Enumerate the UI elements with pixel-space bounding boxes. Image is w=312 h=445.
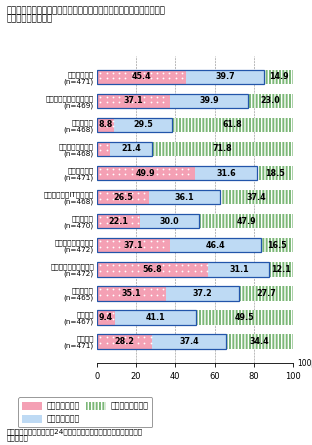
Bar bbox=[196, 310, 293, 325]
Text: 37.4: 37.4 bbox=[179, 337, 199, 346]
Text: 29.5: 29.5 bbox=[133, 121, 153, 129]
Text: 27.7: 27.7 bbox=[256, 289, 276, 298]
Text: 61.8: 61.8 bbox=[223, 121, 243, 129]
Bar bbox=[97, 286, 166, 300]
Bar bbox=[97, 69, 186, 84]
Text: 47.9: 47.9 bbox=[236, 217, 256, 226]
Text: 34.4: 34.4 bbox=[250, 337, 269, 346]
Bar bbox=[97, 190, 149, 204]
Text: 39.7: 39.7 bbox=[215, 72, 235, 81]
Bar bbox=[264, 69, 293, 84]
Text: 資料）経済産業省「平成24年度産業技術調査報告書」より国土交通: 資料）経済産業省「平成24年度産業技術調査報告書」より国土交通 bbox=[6, 429, 142, 435]
Bar bbox=[115, 310, 196, 325]
Bar bbox=[261, 238, 293, 252]
Bar bbox=[97, 214, 199, 228]
Bar bbox=[140, 214, 199, 228]
Bar bbox=[97, 118, 172, 132]
Bar bbox=[152, 334, 226, 349]
Bar bbox=[97, 214, 140, 228]
Text: 36.1: 36.1 bbox=[174, 193, 194, 202]
Bar bbox=[97, 310, 196, 325]
Text: 35.1: 35.1 bbox=[121, 289, 141, 298]
Bar bbox=[97, 334, 226, 349]
Bar bbox=[97, 262, 208, 276]
Text: 30.0: 30.0 bbox=[160, 217, 179, 226]
Bar bbox=[97, 238, 261, 252]
Bar bbox=[270, 262, 293, 276]
Text: 9.4: 9.4 bbox=[99, 313, 113, 322]
Bar bbox=[97, 334, 152, 349]
Bar bbox=[172, 118, 294, 132]
Text: とお考えでしょうか: とお考えでしょうか bbox=[6, 15, 52, 24]
Bar bbox=[170, 238, 261, 252]
Text: 45.4: 45.4 bbox=[132, 72, 151, 81]
Text: 14.9: 14.9 bbox=[269, 72, 289, 81]
Text: 省作成: 省作成 bbox=[6, 435, 28, 441]
Text: 37.4: 37.4 bbox=[247, 193, 266, 202]
Text: 37.1: 37.1 bbox=[123, 241, 143, 250]
Text: 37.2: 37.2 bbox=[193, 289, 212, 298]
Bar bbox=[226, 334, 293, 349]
Bar bbox=[110, 142, 152, 156]
Text: 56.8: 56.8 bbox=[143, 265, 163, 274]
Bar bbox=[149, 190, 220, 204]
Text: 21.4: 21.4 bbox=[121, 145, 141, 154]
Text: 12.1: 12.1 bbox=[271, 265, 291, 274]
Bar bbox=[195, 166, 257, 180]
Bar bbox=[97, 93, 248, 108]
Bar bbox=[257, 166, 293, 180]
Legend: 大きく貢献する, 多少は貢献する, さほど貢献しない: 大きく貢献する, 多少は貢献する, さほど貢献しない bbox=[18, 397, 152, 428]
Text: 31.1: 31.1 bbox=[229, 265, 249, 274]
Bar bbox=[97, 166, 257, 180]
Bar bbox=[199, 214, 293, 228]
Bar bbox=[166, 286, 239, 300]
Bar bbox=[97, 238, 170, 252]
Text: 質問：以下の社会課題は、将来的に貴社の事業分野の発展に貢献する: 質問：以下の社会課題は、将来的に貴社の事業分野の発展に貢献する bbox=[6, 7, 165, 16]
Bar bbox=[114, 118, 172, 132]
Bar bbox=[97, 142, 152, 156]
Bar bbox=[97, 69, 264, 84]
Text: 28.2: 28.2 bbox=[115, 337, 134, 346]
Text: 16.5: 16.5 bbox=[267, 241, 287, 250]
Bar bbox=[248, 93, 293, 108]
Bar bbox=[170, 93, 248, 108]
Bar bbox=[97, 118, 114, 132]
Bar bbox=[97, 286, 239, 300]
Text: 46.4: 46.4 bbox=[205, 241, 225, 250]
Text: 18.5: 18.5 bbox=[265, 169, 285, 178]
Bar bbox=[152, 142, 293, 156]
Text: 100（%）: 100（%） bbox=[297, 358, 312, 367]
Text: 31.6: 31.6 bbox=[216, 169, 236, 178]
Bar bbox=[97, 166, 195, 180]
Bar bbox=[97, 310, 115, 325]
Text: 26.5: 26.5 bbox=[113, 193, 133, 202]
Text: 41.1: 41.1 bbox=[146, 313, 165, 322]
Text: 49.9: 49.9 bbox=[136, 169, 156, 178]
Text: 22.1: 22.1 bbox=[109, 217, 128, 226]
Bar bbox=[239, 286, 293, 300]
Text: 23.0: 23.0 bbox=[261, 97, 280, 105]
Bar bbox=[97, 93, 170, 108]
Bar bbox=[97, 190, 220, 204]
Bar bbox=[97, 142, 110, 156]
Text: 37.1: 37.1 bbox=[123, 97, 143, 105]
Bar bbox=[220, 190, 293, 204]
Bar bbox=[97, 262, 270, 276]
Text: 8.8: 8.8 bbox=[98, 121, 113, 129]
Text: 71.8: 71.8 bbox=[213, 145, 232, 154]
Bar bbox=[186, 69, 264, 84]
Text: 49.5: 49.5 bbox=[235, 313, 255, 322]
Bar bbox=[208, 262, 270, 276]
Text: 39.9: 39.9 bbox=[199, 97, 219, 105]
